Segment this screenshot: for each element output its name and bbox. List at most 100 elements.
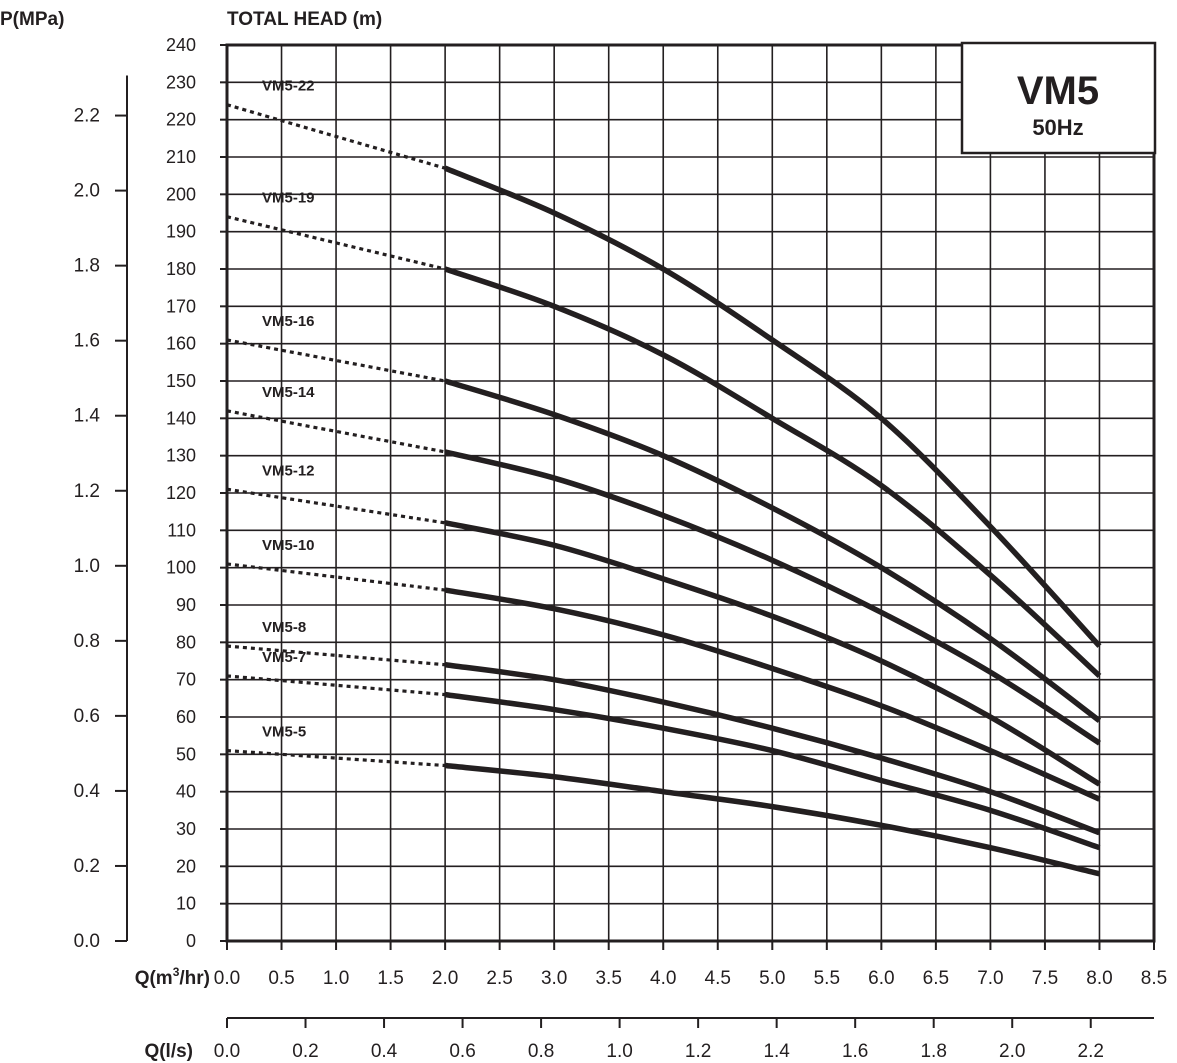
flow-m3hr-tick-label: 2.0 bbox=[432, 968, 458, 989]
head-tick-label: 70 bbox=[176, 670, 196, 690]
curve-dotted-segment bbox=[226, 674, 446, 697]
head-tick-label: 200 bbox=[166, 184, 196, 204]
curve-label: VM5-8 bbox=[262, 619, 306, 636]
flow-m3hr-tick-label: 0.5 bbox=[268, 968, 294, 989]
flow-lps-tick-label: 1.2 bbox=[685, 1041, 711, 1062]
grid bbox=[227, 45, 1154, 941]
flow-lps-tick-label: 1.8 bbox=[920, 1041, 946, 1062]
flow-lps-tick-label: 0.2 bbox=[292, 1041, 318, 1062]
flow-m3hr-tick-label: 1.0 bbox=[323, 968, 349, 989]
head-tick-label: 90 bbox=[176, 595, 196, 615]
curve-vm5-16 bbox=[226, 338, 1102, 723]
curve-vm5-8 bbox=[226, 644, 1101, 836]
curve-label: VM5-14 bbox=[262, 384, 315, 401]
flow-m3hr-tick-label: 7.0 bbox=[977, 968, 1003, 989]
model-box-frame bbox=[960, 41, 1157, 155]
curve-label: VM5-7 bbox=[262, 649, 306, 666]
curve-solid-segment bbox=[444, 587, 1101, 802]
curve-label: VM5-19 bbox=[262, 190, 315, 207]
head-tick-label: 130 bbox=[166, 446, 196, 466]
flow-m3hr-tick-label: 8.0 bbox=[1086, 968, 1112, 989]
pressure-tick-label: 1.0 bbox=[74, 556, 100, 577]
curve-dotted-segment bbox=[226, 644, 446, 667]
head-tick-label: 80 bbox=[176, 632, 196, 652]
curve-label: VM5-22 bbox=[262, 78, 315, 95]
curve-label: VM5-5 bbox=[262, 724, 306, 741]
head-tick-label: 230 bbox=[166, 72, 196, 92]
curve-dotted-segment bbox=[226, 409, 446, 454]
flow-lps-tick-label: 0.8 bbox=[528, 1041, 554, 1062]
pressure-axis-title: P(MPa) bbox=[0, 9, 64, 30]
head-tick-label: 60 bbox=[176, 707, 196, 727]
flow-m3hr-tick-label: 5.0 bbox=[759, 968, 785, 989]
curve-vm5-19 bbox=[226, 215, 1102, 678]
head-tick-label: 170 bbox=[166, 296, 196, 316]
head-tick-label: 0 bbox=[186, 931, 196, 951]
flow-m3hr-tick-label: 1.5 bbox=[377, 968, 403, 989]
flow-m3hr-tick-label: 4.5 bbox=[705, 968, 731, 989]
flow-m3hr-tick-label: 3.5 bbox=[595, 968, 621, 989]
flow-m3hr-tick-label: 7.5 bbox=[1032, 968, 1058, 989]
curve-dotted-segment bbox=[226, 749, 446, 768]
flow-m3hr-tick-label: 4.0 bbox=[650, 968, 676, 989]
curve-solid-segment bbox=[444, 165, 1102, 648]
curve-vm5-14 bbox=[226, 409, 1101, 746]
curve-vm5-5 bbox=[226, 749, 1101, 877]
pressure-tick-label: 2.0 bbox=[74, 181, 100, 202]
flow-m3hr-tick-label: 2.5 bbox=[486, 968, 512, 989]
head-tick-label: 160 bbox=[166, 334, 196, 354]
pressure-tick-label: 2.2 bbox=[74, 106, 100, 127]
flow-lps-tick-label: 2.0 bbox=[999, 1041, 1025, 1062]
head-tick-label: 140 bbox=[166, 408, 196, 428]
head-tick-label: 150 bbox=[166, 371, 196, 391]
pressure-tick-label: 1.2 bbox=[74, 481, 100, 502]
pressure-tick-label: 0.2 bbox=[74, 856, 100, 877]
head-tick-label: 120 bbox=[166, 483, 196, 503]
head-tick-label: 20 bbox=[176, 856, 196, 876]
curve-label: VM5-10 bbox=[262, 537, 315, 554]
flow-m3hr-tick-label: 5.5 bbox=[814, 968, 840, 989]
flow-lps-tick-label: 1.0 bbox=[606, 1041, 632, 1062]
flow-lps-tick-label: 0.6 bbox=[449, 1041, 475, 1062]
head-tick-label: 30 bbox=[176, 819, 196, 839]
flow-lps-axis-title: Q(l/s) bbox=[144, 1041, 193, 1062]
model-name: VM5 bbox=[1017, 69, 1099, 113]
pressure-tick-label: 0.0 bbox=[74, 931, 100, 952]
head-tick-label: 100 bbox=[166, 558, 196, 578]
flow-m3hr-tick-label: 6.0 bbox=[868, 968, 894, 989]
curve-solid-segment bbox=[444, 378, 1102, 723]
pressure-tick-label: 0.6 bbox=[74, 706, 100, 727]
head-tick-label: 110 bbox=[167, 520, 196, 540]
curve-vm5-10 bbox=[226, 562, 1101, 802]
flow-m3hr-axis-title: Q(m3/hr) bbox=[135, 965, 210, 989]
flow-lps-tick-label: 0.4 bbox=[371, 1041, 398, 1062]
pressure-tick-label: 1.8 bbox=[74, 256, 100, 277]
curve-dotted-segment bbox=[226, 487, 446, 525]
curve-solid-segment bbox=[444, 266, 1102, 678]
head-tick-label: 190 bbox=[166, 222, 196, 242]
curve-dotted-segment bbox=[226, 338, 446, 383]
curve-dotted-segment bbox=[226, 103, 446, 170]
curve-label: VM5-12 bbox=[262, 462, 315, 479]
axes: 0 10 20 30 40 50 60 70 80 90 100 110 120 130 140 150 160… bbox=[74, 35, 1168, 1062]
curve-solid-segment bbox=[444, 691, 1101, 851]
pump-curves bbox=[226, 103, 1102, 877]
curve-dotted-segment bbox=[226, 562, 446, 592]
head-tick-label: 10 bbox=[176, 894, 196, 914]
pressure-tick-label: 0.8 bbox=[74, 631, 100, 652]
curve-labels: VM5-22 VM5-19 VM5-16 VM5-14 VM5-12 VM5-10 VM5-… bbox=[262, 78, 315, 741]
flow-lps-tick-label: 1.4 bbox=[763, 1041, 790, 1062]
model-box: VM5 50Hz bbox=[960, 41, 1157, 155]
flow-m3hr-tick-label: 3.0 bbox=[541, 968, 567, 989]
flow-lps-tick-label: 1.6 bbox=[842, 1041, 868, 1062]
head-axis-title: TOTAL HEAD (m) bbox=[227, 9, 382, 30]
pressure-tick-label: 1.6 bbox=[74, 331, 100, 352]
curve-label: VM5-16 bbox=[262, 313, 315, 330]
curve-vm5-12 bbox=[226, 487, 1101, 787]
curve-solid-segment bbox=[444, 662, 1101, 836]
head-tick-label: 40 bbox=[176, 782, 196, 802]
flow-m3hr-tick-label: 8.5 bbox=[1141, 968, 1167, 989]
flow-m3hr-tick-label: 6.5 bbox=[923, 968, 949, 989]
curve-solid-segment bbox=[444, 449, 1101, 746]
